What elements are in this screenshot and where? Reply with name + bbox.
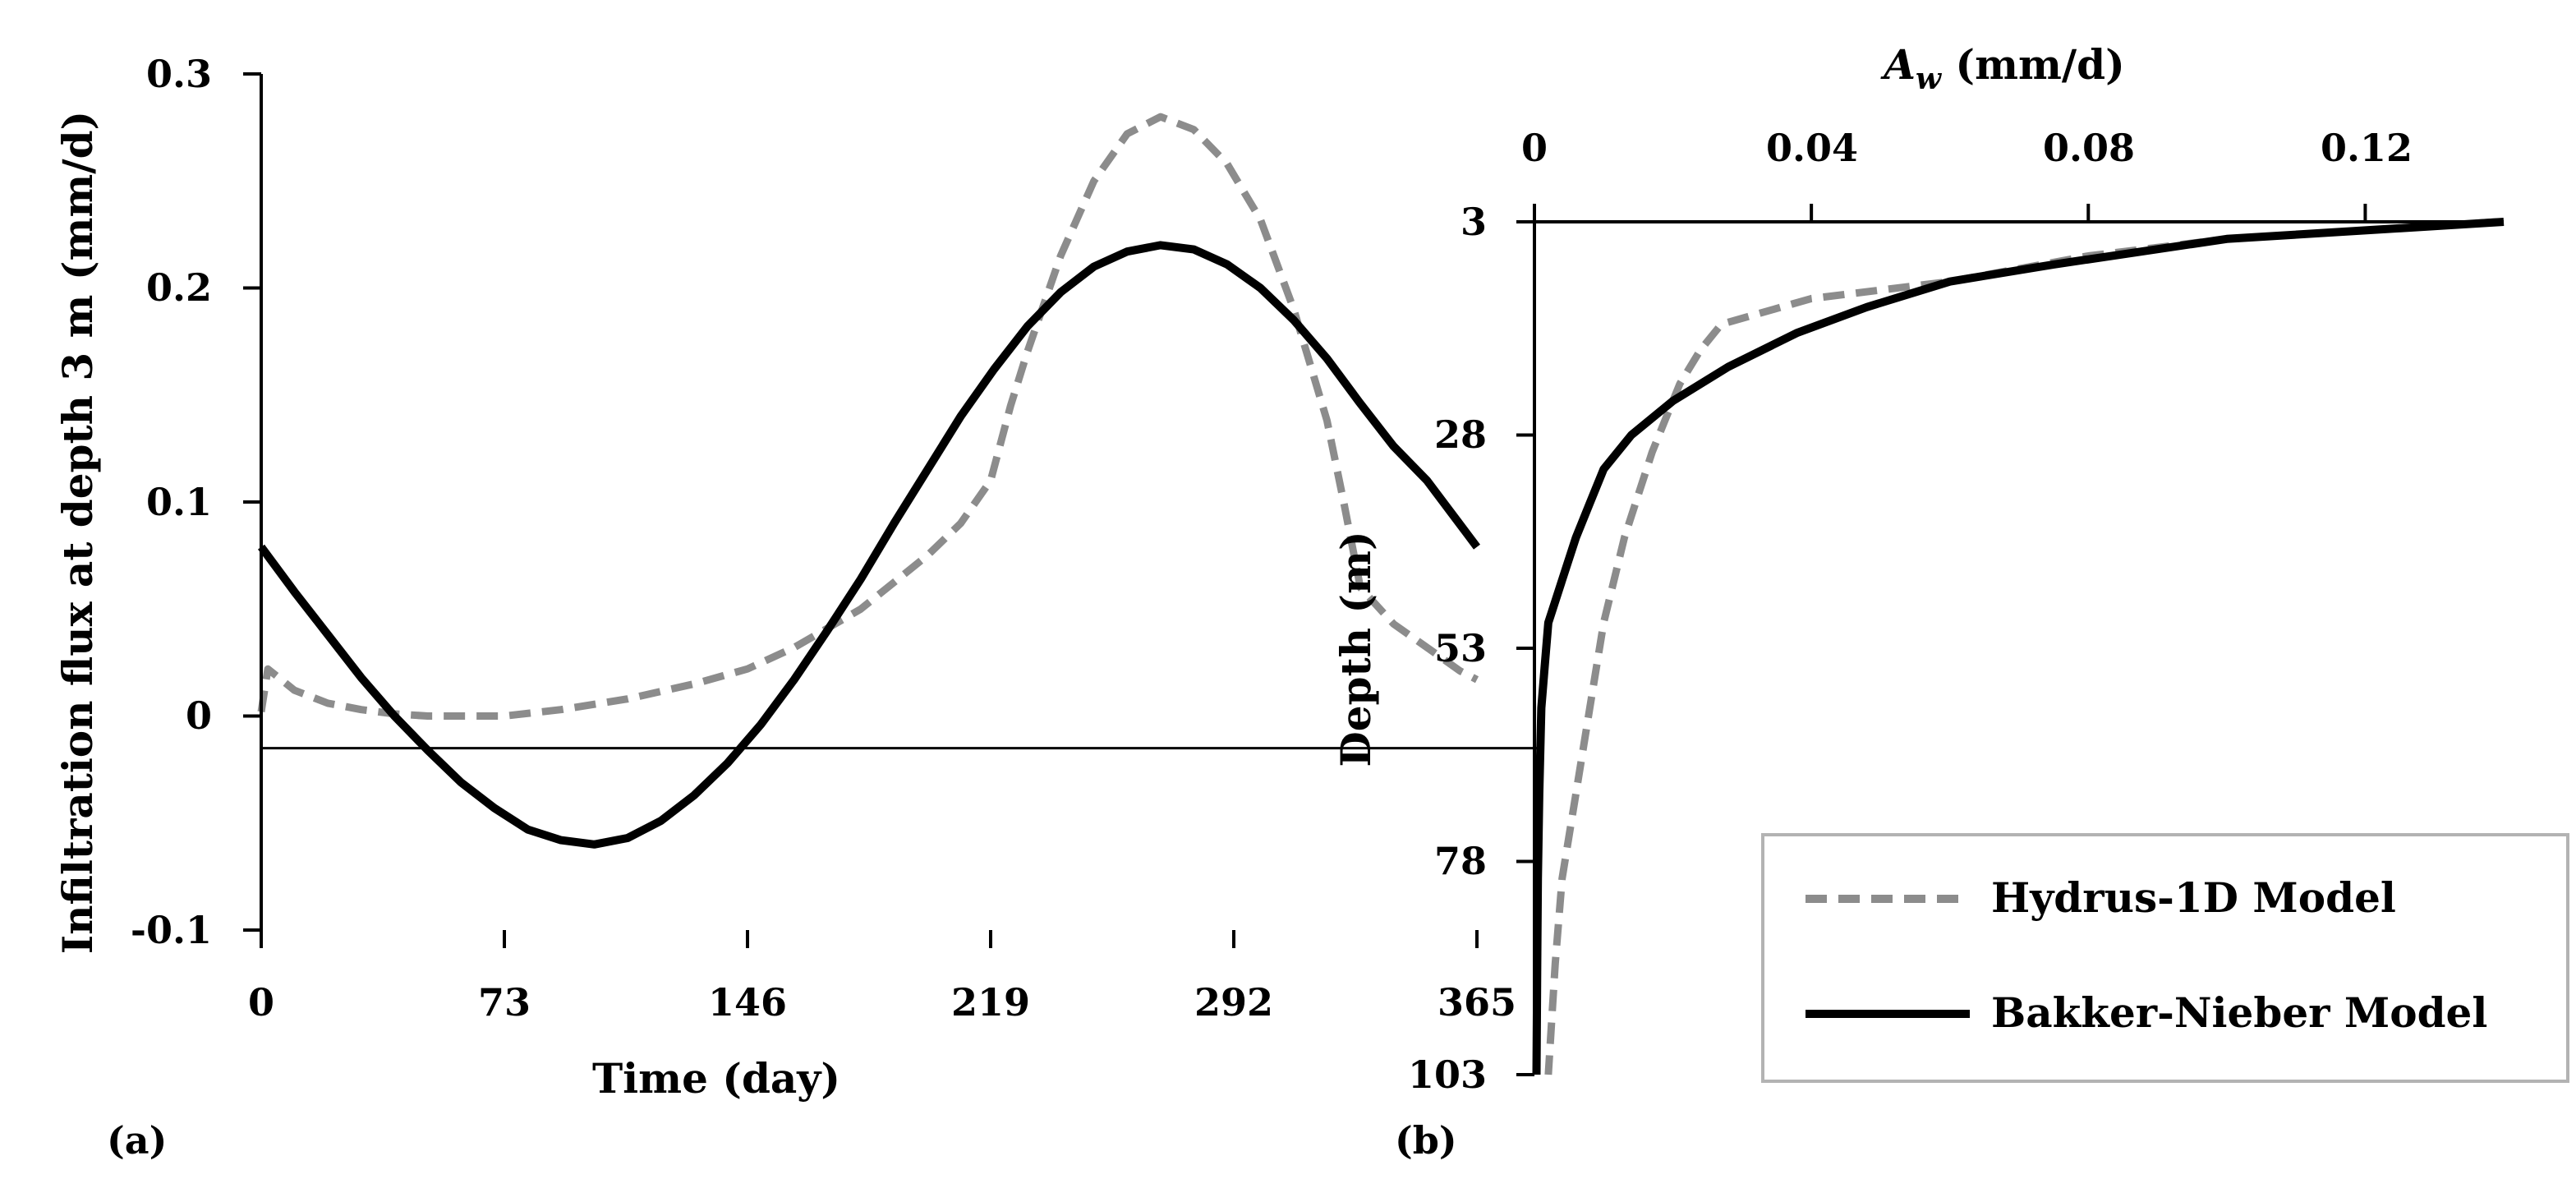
panel-a-x-tick-label: 365 [1438,980,1516,1025]
panel-a-x-tick-label: 292 [1194,980,1273,1025]
panel-a-x-tick-label: 73 [478,980,531,1025]
panel-a-series-bakker-nieber [257,241,1480,849]
panel-a-x-tick-label: 219 [951,980,1030,1025]
panel-b-y-ticks [1516,220,1534,1076]
panel-a-x-tick-label: 0 [248,980,274,1025]
panel-a-y-tick-label: 0.3 [146,52,212,96]
panel-a-y-tick-label: -0.1 [131,908,212,952]
panel-b-y-tick-label: 53 [1434,626,1487,670]
legend: Hydrus-1D Model Bakker-Nieber Model [1761,833,2569,1083]
panel-b-y-tick-label: 3 [1460,200,1487,244]
panel-b-x-tick-label: 0.08 [2043,126,2135,170]
panel-a-y-ticks [243,72,261,932]
legend-label-hydrus: Hydrus-1D Model [1991,873,2396,922]
panel-a-label: (a) [107,1118,167,1163]
panel-a-x-axis-title: Time (day) [592,1054,840,1103]
panel-b-x-axis-subscript: w [1916,62,1943,96]
panel-b-label: (b) [1395,1118,1457,1163]
panel-b-x-axis-units: (mm/d) [1941,40,2125,89]
panel-b-y-tick-label: 103 [1408,1052,1487,1097]
legend-label-bakker-nieber: Bakker-Nieber Model [1991,988,2487,1037]
panel-b-x-axis-title: Aw (mm/d) [1880,40,2125,96]
panel-a-y-tick-label: 0 [186,693,212,738]
panel-a-x-tick-label: 146 [708,980,787,1025]
panel-b-y-tick-label: 28 [1434,412,1487,457]
panel-a-series-layer [257,113,1480,849]
panel-a-x-ticks [260,930,1479,948]
panel-b-y-axis-title: Depth (m) [1332,531,1380,767]
panel-b-x-ticks [1533,204,2367,222]
panel-a-y-tick-label: 0.1 [146,480,212,524]
panel-a-y-axis-title: Infiltration flux at depth 3 m (mm/d) [53,111,102,954]
panel-b-series-layer [1532,218,2505,1075]
panel-b: 0 0.04 0.08 0.12 3 28 53 78 103 Aw (mm/d… [1332,40,2569,1163]
panel-a-series-hydrus [257,113,1479,720]
panel-a-y-tick-label: 0.2 [146,265,212,310]
panel-b-x-tick-label: 0.04 [1766,126,1858,170]
panel-b-x-axis-symbol: A [1880,40,1916,89]
panel-b-x-tick-label: 0 [1521,126,1548,170]
panel-b-x-tick-label: 0.12 [2321,126,2413,170]
panel-b-y-tick-label: 78 [1434,839,1487,883]
panel-a: -0.1 0 0.1 0.2 0.3 0 73 146 219 292 365 … [53,52,1541,1163]
panel-b-series-bakker-nieber [1532,218,2505,1075]
legend-frame [1761,833,2569,1083]
